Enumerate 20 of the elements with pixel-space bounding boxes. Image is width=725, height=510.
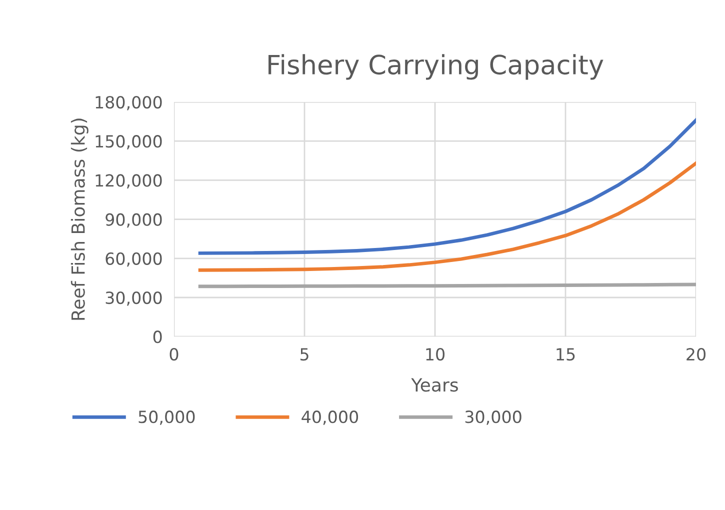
y-tick-label: 180,000 bbox=[96, 96, 162, 110]
x-axis-title: Years bbox=[411, 378, 458, 392]
x-tick-label: 15 bbox=[556, 348, 575, 361]
line-series bbox=[198, 162, 696, 272]
legend-label: 30,000 bbox=[465, 410, 522, 425]
x-tick-label: 10 bbox=[426, 348, 444, 361]
line-series bbox=[198, 118, 696, 255]
y-tick-label: 120,000 bbox=[96, 174, 162, 188]
legend-label: 50,000 bbox=[138, 410, 195, 425]
x-tick-label: 20 bbox=[686, 348, 706, 361]
x-tick-label: 5 bbox=[300, 348, 308, 361]
chart-title: Fishery Carrying Capacity bbox=[268, 54, 604, 80]
y-tick-label: 30,000 bbox=[106, 291, 162, 306]
x-tick-label: 0 bbox=[170, 348, 178, 361]
y-tick-label: 150,000 bbox=[96, 135, 162, 150]
legend-label: 40,000 bbox=[302, 410, 358, 425]
y-tick-label: 90,000 bbox=[106, 213, 162, 228]
y-tick-label: 0 bbox=[153, 330, 162, 344]
y-tick-label: 60,000 bbox=[106, 252, 162, 267]
y-axis-title: Reef Fish Biomass (kg) bbox=[70, 118, 88, 320]
